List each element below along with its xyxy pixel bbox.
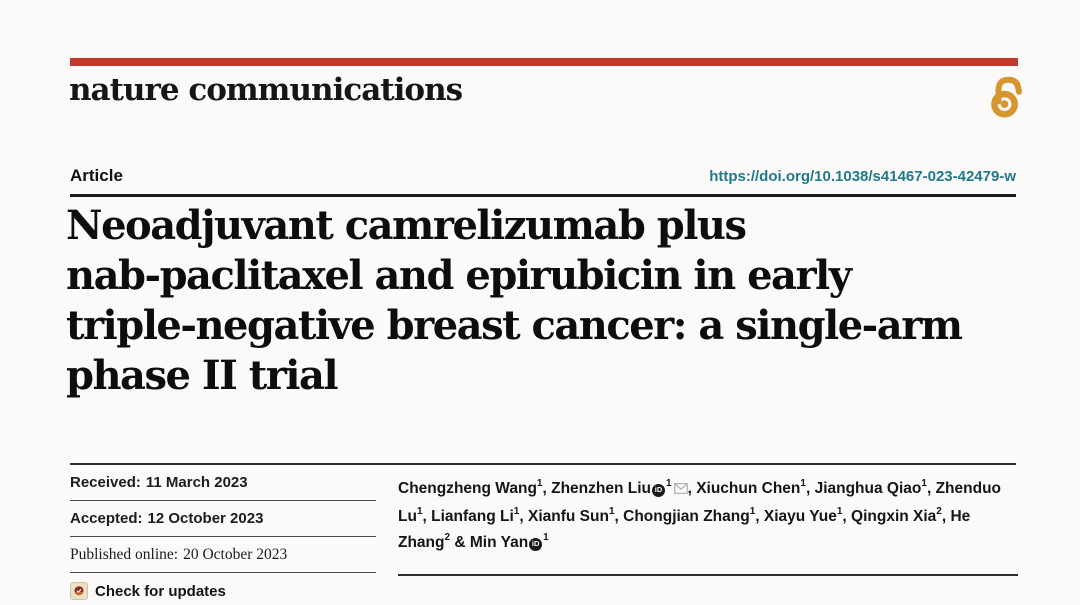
author-name[interactable]: Jianghua Qiao1: [814, 478, 927, 498]
author-affiliation-sup: 1: [608, 505, 615, 517]
author-name[interactable]: Xianfu Sun1: [527, 505, 615, 525]
author-name[interactable]: Qingxin Xia2: [851, 505, 942, 525]
orcid-icon[interactable]: iD: [652, 483, 665, 497]
article-title: Neoadjuvant camrelizumab plus nab-paclit…: [66, 201, 1018, 401]
masthead-bar: [70, 58, 1018, 66]
header-rule: [70, 194, 1016, 197]
author-name[interactable]: Xiuchun Chen1: [696, 478, 806, 498]
author-name[interactable]: Min Yan iD1: [469, 532, 549, 552]
crossmark-icon: [70, 582, 88, 600]
accepted-row: Accepted: 12 October 2023: [70, 501, 376, 537]
author-name[interactable]: Lianfang Li1: [431, 505, 520, 525]
author-affiliation-sup: 2: [444, 532, 451, 544]
received-date: 11 March 2023: [145, 474, 248, 491]
received-label: Received:: [70, 474, 141, 491]
published-date: 20 October 2023: [183, 545, 288, 563]
check-for-updates-button[interactable]: Check for updates: [70, 573, 376, 600]
published-label: Published online:: [70, 545, 179, 563]
author-name[interactable]: Xiayu Yue1: [763, 505, 843, 525]
accepted-date: 12 October 2023: [147, 510, 264, 527]
authors-panel: Chengzheng Wang1, Zhenzhen Liu iD1, Xiuch…: [398, 465, 1018, 555]
check-for-updates-label: Check for updates: [95, 582, 226, 600]
author-affiliation-sup: 1: [836, 505, 843, 517]
title-line: nab-paclitaxel and epirubicin in early: [66, 252, 852, 299]
title-line: Neoadjuvant camrelizumab plus: [66, 202, 747, 249]
dates-panel: Received: 11 March 2023 Accepted: 12 Oct…: [70, 465, 376, 600]
author-affiliation-sup: 1: [800, 478, 806, 489]
title-line: phase II trial: [66, 352, 339, 399]
author-name[interactable]: Chengzheng Wang1: [398, 478, 543, 498]
author-affiliation-sup: 1: [666, 478, 672, 489]
email-icon[interactable]: [673, 479, 688, 502]
author-affiliation-sup: 1: [749, 505, 756, 517]
author-name[interactable]: Zhenduo Lu1: [398, 480, 1002, 525]
article-kicker: Article: [70, 166, 123, 185]
author-affiliation-sup: 1: [921, 478, 927, 489]
orcid-icon[interactable]: iD: [529, 538, 543, 552]
author-affiliation-sup: 2: [936, 505, 942, 517]
author-affiliation-sup: 1: [416, 505, 423, 517]
accepted-label: Accepted:: [70, 510, 143, 527]
title-line: triple-negative breast cancer: a single-…: [66, 302, 963, 349]
author-name[interactable]: He Zhang2: [398, 507, 971, 552]
journal-logo: nature communications: [69, 72, 463, 108]
doi-link[interactable]: https://doi.org/10.1038/s41467-023-42479…: [709, 168, 1016, 185]
author-list: Chengzheng Wang1, Zhenzhen Liu iD1, Xiuch…: [398, 478, 1002, 552]
author-affiliation-sup: 1: [543, 532, 549, 544]
published-row: Published online: 20 October 2023: [70, 537, 376, 573]
author-affiliation-sup: 1: [536, 478, 543, 489]
received-row: Received: 11 March 2023: [70, 465, 376, 501]
authors-bottom-rule: [398, 574, 1018, 576]
author-affiliation-sup: 1: [513, 505, 520, 517]
columns-top-rule: [70, 463, 1016, 465]
article-header-row: Article https://doi.org/10.1038/s41467-0…: [70, 166, 1016, 186]
author-name[interactable]: Chongjian Zhang1: [623, 505, 756, 525]
author-name[interactable]: Zhenzhen Liu iD1: [551, 478, 688, 497]
open-access-icon[interactable]: [986, 70, 1024, 118]
